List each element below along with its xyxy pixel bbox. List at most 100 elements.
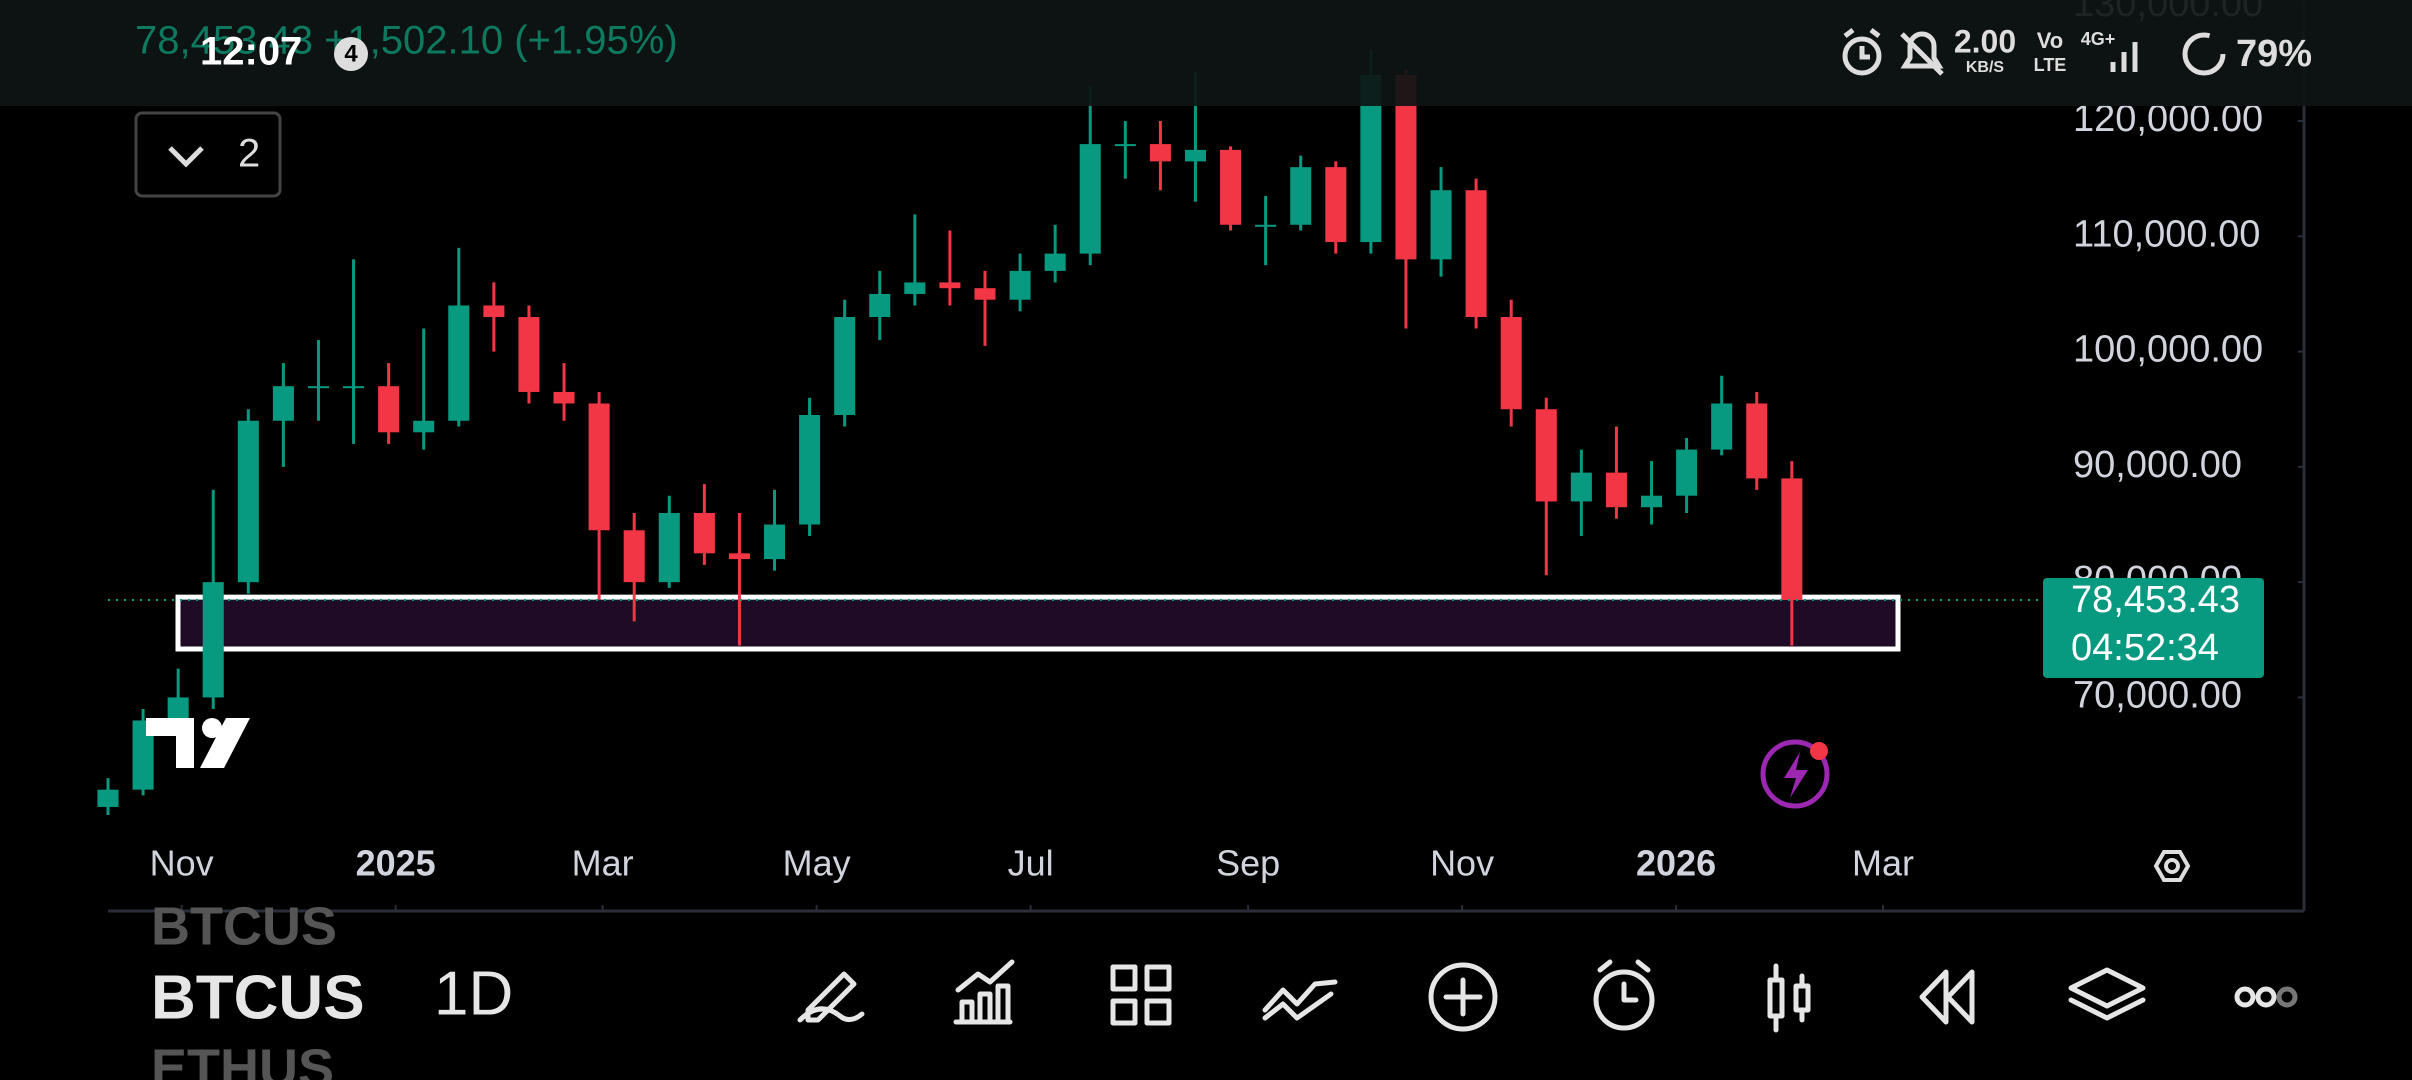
candle-body xyxy=(132,720,154,790)
network-type: 4G+ xyxy=(2081,29,2116,49)
alarm-icon[interactable] xyxy=(1593,969,1655,1031)
alert-icon[interactable] xyxy=(1760,739,1830,809)
settings-icon[interactable] xyxy=(2153,850,2191,882)
price-zone xyxy=(175,594,1901,652)
candle-body xyxy=(623,530,645,583)
candle-body xyxy=(834,317,856,415)
candle-body xyxy=(1746,403,1768,479)
candle-body xyxy=(237,420,259,583)
candle-body xyxy=(553,391,575,404)
candle-body xyxy=(1360,74,1382,243)
x-tick-label: Nov xyxy=(1430,843,1494,884)
compare-icon[interactable] xyxy=(1262,979,1338,1021)
candle-body xyxy=(448,305,470,421)
candle-body xyxy=(1711,403,1733,450)
y-tick-label: 90,000.00 xyxy=(2073,444,2242,486)
replay-icon[interactable] xyxy=(1919,969,1975,1025)
notification-count: 4 xyxy=(344,40,358,67)
candle-body xyxy=(1114,144,1136,147)
settings-dot xyxy=(2164,858,2180,874)
candle-body xyxy=(693,512,715,554)
candle-body xyxy=(974,288,996,300)
volte: Vo xyxy=(2037,28,2063,53)
x-tick-label: 2026 xyxy=(1636,843,1716,884)
candle-body xyxy=(1325,167,1347,243)
candle-body xyxy=(1640,495,1663,508)
candle-body xyxy=(904,282,926,294)
candle-body xyxy=(1149,144,1171,162)
layout-button[interactable] xyxy=(134,111,282,198)
candle-body xyxy=(518,317,540,392)
candle-body xyxy=(483,305,505,318)
candle-body xyxy=(658,512,680,583)
last-price-box xyxy=(2043,577,2264,678)
y-tick-label: 100,000.00 xyxy=(2073,329,2263,371)
chevron-icon xyxy=(168,146,204,168)
last-price-label: 78,453.43 xyxy=(2071,579,2240,621)
status-icons xyxy=(1842,28,2226,76)
status-bar xyxy=(0,0,2412,106)
candle-body xyxy=(1500,317,1522,410)
candle-body xyxy=(272,386,294,421)
countdown: 04:52:34 xyxy=(2071,627,2219,669)
price-change: 78,453.43 +1,502.10 (+1.95%) xyxy=(135,19,678,63)
x-tick-label: Mar xyxy=(1852,843,1914,884)
draw-icon[interactable] xyxy=(797,971,865,1023)
symbol-prev[interactable]: BTCUS xyxy=(151,896,337,956)
more-icon[interactable] xyxy=(2234,986,2256,1008)
candle-body xyxy=(413,420,435,433)
candle-body xyxy=(343,386,365,389)
symbol-next[interactable]: ETHUS xyxy=(151,1038,334,1080)
x-tick-label: May xyxy=(783,843,851,884)
candle-body xyxy=(167,697,189,721)
candle-body xyxy=(1535,409,1557,502)
notification-badge xyxy=(334,37,368,71)
candle-body xyxy=(307,386,330,389)
candle-body xyxy=(1605,472,1627,508)
interval[interactable]: 1D xyxy=(434,959,513,1028)
candle-body xyxy=(939,282,961,289)
candle-body xyxy=(1220,149,1242,225)
y-tick-label: 70,000.00 xyxy=(2073,674,2242,716)
x-tick-label: Mar xyxy=(572,843,634,884)
candle-body xyxy=(97,789,119,807)
candle-body xyxy=(378,386,400,433)
candle-body xyxy=(1044,253,1066,271)
net-speed: 2.00 xyxy=(1954,23,2016,59)
layouts-icon[interactable] xyxy=(1110,964,1172,1026)
candle-body xyxy=(1290,167,1312,225)
battery: 79% xyxy=(2236,33,2312,75)
net-speed-unit: KB/S xyxy=(1966,59,2005,76)
lightning xyxy=(1784,752,1808,798)
candle-body xyxy=(1255,224,1277,227)
candle-body xyxy=(763,524,786,560)
symbol[interactable]: BTCUS xyxy=(151,963,365,1032)
candle-body xyxy=(588,403,610,531)
candle-body xyxy=(1676,449,1698,496)
layers-icon[interactable] xyxy=(2068,967,2146,1021)
candle-body xyxy=(1184,149,1206,162)
layout-count: 2 xyxy=(238,132,260,176)
x-tick-label: Jul xyxy=(1008,843,1054,884)
candle-body xyxy=(799,415,821,525)
x-tick-label: Sep xyxy=(1216,843,1280,884)
candle-body xyxy=(1009,270,1031,300)
x-tick-label: Nov xyxy=(150,843,214,884)
candle-body xyxy=(1430,190,1452,260)
indicators-icon[interactable] xyxy=(953,959,1015,1025)
candles-icon[interactable] xyxy=(1767,963,1811,1033)
tv-logo xyxy=(146,718,250,768)
candle-body xyxy=(1570,472,1592,502)
y-tick-label: 110,000.00 xyxy=(2073,213,2260,255)
toolbar xyxy=(797,959,2298,1033)
add-icon[interactable] xyxy=(1428,962,1498,1032)
candle-body xyxy=(1465,190,1487,318)
candle-body xyxy=(202,582,224,698)
clock: 12:07 xyxy=(200,30,302,74)
candle-body xyxy=(869,293,891,318)
candle-body xyxy=(1079,144,1101,254)
candle-body xyxy=(1781,478,1803,600)
